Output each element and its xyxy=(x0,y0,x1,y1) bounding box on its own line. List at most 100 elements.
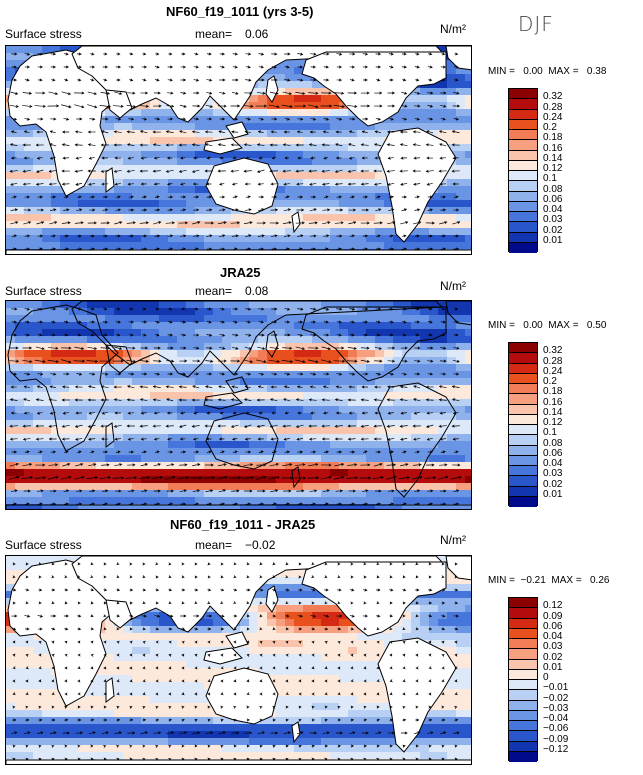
colorbar-label: 0.03 xyxy=(543,215,562,225)
panel-2-units: N/m² xyxy=(440,279,466,293)
panel-3-units: N/m² xyxy=(440,533,466,547)
colorbar-swatch xyxy=(509,212,537,222)
colorbar-swatch xyxy=(509,374,537,384)
colorbar-label: 0.32 xyxy=(543,346,562,356)
panel-3-title: NF60_f19_1011 - JRA25 xyxy=(170,517,315,532)
colorbar-swatch xyxy=(509,752,537,762)
colorbar-swatch xyxy=(509,181,537,191)
colorbar-swatch xyxy=(509,619,537,629)
panel-1-map xyxy=(5,45,472,255)
colorbar-swatch xyxy=(509,140,537,150)
colorbar-swatch xyxy=(509,446,537,456)
colorbar-swatch xyxy=(509,394,537,404)
colorbar-label: 0.08 xyxy=(543,439,562,449)
colorbar-label: 0.03 xyxy=(543,642,562,652)
colorbar-label: 0.16 xyxy=(543,398,562,408)
panel-2-variable: Surface stress xyxy=(5,284,82,298)
colorbar-label: 0.18 xyxy=(543,387,562,397)
colorbar-swatch xyxy=(509,151,537,161)
colorbar-label: −0.09 xyxy=(543,735,568,745)
panel-3-mean-value: −0.02 xyxy=(245,538,275,552)
colorbar-swatch xyxy=(509,130,537,140)
colorbar-swatch xyxy=(509,233,537,243)
panel-1-mean-value: 0.06 xyxy=(245,27,268,41)
panel-1-units: N/m² xyxy=(440,22,466,36)
panel-3-mean-label: mean= xyxy=(195,538,232,552)
colorbar-label: 0.28 xyxy=(543,103,562,113)
colorbar-swatch xyxy=(509,660,537,670)
season-label: DJF xyxy=(518,12,554,36)
colorbar-swatch xyxy=(509,608,537,618)
colorbar-swatch xyxy=(509,598,537,608)
colorbar-swatch xyxy=(509,721,537,731)
panel-2-colorbar xyxy=(508,342,538,506)
colorbar-label: 0.1 xyxy=(543,428,557,438)
colorbar-swatch xyxy=(509,120,537,130)
colorbar-swatch xyxy=(509,487,537,497)
colorbar-swatch xyxy=(509,99,537,109)
colorbar-swatch xyxy=(509,680,537,690)
colorbar-label: 0.03 xyxy=(543,469,562,479)
panel-3-colorbar xyxy=(508,597,538,761)
colorbar-swatch xyxy=(509,192,537,202)
colorbar-label: 0.28 xyxy=(543,357,562,367)
colorbar-swatch xyxy=(509,742,537,752)
colorbar-label: 0.02 xyxy=(543,226,562,236)
colorbar-swatch xyxy=(509,731,537,741)
colorbar-label: −0.06 xyxy=(543,724,568,734)
panel-2-map xyxy=(5,300,472,510)
colorbar-swatch xyxy=(509,243,537,253)
colorbar-swatch xyxy=(509,639,537,649)
panel-2-min-max: MIN = 0.00 MAX = 0.50 xyxy=(488,320,606,331)
colorbar-label: 0.18 xyxy=(543,133,562,143)
colorbar-label: −0.02 xyxy=(543,694,568,704)
panel-1-min-max: MIN = 0.00 MAX = 0.38 xyxy=(488,66,606,77)
panel-1-colorbar xyxy=(508,88,538,252)
panel-1-variable: Surface stress xyxy=(5,27,82,41)
coastline xyxy=(6,760,472,765)
colorbar-swatch xyxy=(509,89,537,99)
panel-2-title: JRA25 xyxy=(220,265,260,280)
colorbar-label: 0.01 xyxy=(543,490,562,500)
colorbar-label: 0.01 xyxy=(543,236,562,246)
colorbar-swatch xyxy=(509,466,537,476)
colorbar-swatch xyxy=(509,405,537,415)
panel-1-title: NF60_f19_1011 (yrs 3-5) xyxy=(166,4,313,19)
colorbar-label: 0.09 xyxy=(543,612,562,622)
stress-field xyxy=(6,46,472,255)
colorbar-label: 0.1 xyxy=(543,174,557,184)
colorbar-swatch xyxy=(509,202,537,212)
stress-field xyxy=(6,556,472,765)
colorbar-swatch xyxy=(509,711,537,721)
colorbar-swatch xyxy=(509,425,537,435)
colorbar-label: 0.32 xyxy=(543,92,562,102)
colorbar-label: −0.12 xyxy=(543,745,568,755)
colorbar-swatch xyxy=(509,629,537,639)
coastline xyxy=(6,250,472,255)
colorbar-label: −0.01 xyxy=(543,683,568,693)
colorbar-swatch xyxy=(509,435,537,445)
colorbar-swatch xyxy=(509,497,537,507)
panel-2-mean-label: mean= xyxy=(195,284,232,298)
colorbar-swatch xyxy=(509,415,537,425)
colorbar-swatch xyxy=(509,456,537,466)
colorbar-swatch xyxy=(509,384,537,394)
stress-field xyxy=(6,301,472,510)
colorbar-swatch xyxy=(509,701,537,711)
colorbar-swatch xyxy=(509,110,537,120)
colorbar-label: 0.02 xyxy=(543,480,562,490)
colorbar-swatch xyxy=(509,161,537,171)
colorbar-swatch xyxy=(509,222,537,232)
colorbar-swatch xyxy=(509,690,537,700)
colorbar-label: 0.08 xyxy=(543,185,562,195)
colorbar-label: 0.12 xyxy=(543,601,562,611)
colorbar-swatch xyxy=(509,364,537,374)
colorbar-swatch xyxy=(509,670,537,680)
panel-3-map xyxy=(5,555,472,765)
colorbar-swatch xyxy=(509,649,537,659)
colorbar-swatch xyxy=(509,476,537,486)
colorbar-swatch xyxy=(509,343,537,353)
panel-3-min-max: MIN = −0.21 MAX = 0.26 xyxy=(488,575,609,586)
colorbar-label: 0.02 xyxy=(543,653,562,663)
colorbar-swatch xyxy=(509,171,537,181)
